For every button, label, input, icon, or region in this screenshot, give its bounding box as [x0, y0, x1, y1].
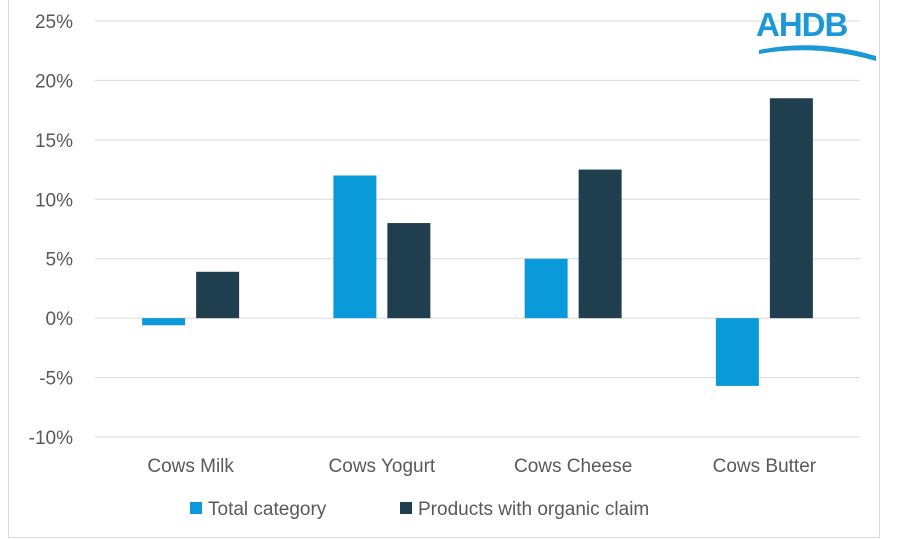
logo-wave-icon	[759, 45, 876, 61]
y-tick-label: 15%	[35, 131, 73, 152]
bars	[142, 98, 813, 386]
y-tick-label: 10%	[35, 190, 73, 211]
bar-total-category	[142, 318, 186, 326]
x-tick-label: Cows Cheese	[514, 456, 632, 477]
logo-text: AHDB	[756, 6, 848, 43]
y-tick-label: 20%	[35, 71, 73, 92]
ahdb-logo: AHDB	[756, 6, 882, 64]
legend: Total category Products with organic clai…	[190, 499, 649, 520]
x-tick-label: Cows Butter	[713, 456, 817, 477]
bar-total-category	[715, 318, 759, 386]
y-tick-label: 5%	[46, 250, 74, 271]
x-axis-tick-labels: Cows Milk Cows Yogurt Cows Cheese Cows Butt…	[147, 456, 816, 477]
bar-organic-claim	[387, 223, 431, 319]
y-tick-label: -5%	[39, 369, 73, 390]
chart-frame	[8, 0, 880, 538]
bar-organic-claim	[769, 98, 813, 319]
x-tick-label: Cows Milk	[147, 456, 234, 477]
y-tick-label: -10%	[29, 428, 73, 449]
bar-organic-claim	[578, 169, 622, 319]
y-axis-tick-labels: -10% -5% 0% 5% 10% 15% 20% 25%	[29, 12, 73, 449]
bar-total-category	[524, 258, 568, 319]
bar-organic-claim	[196, 271, 240, 319]
legend-label: Total category	[208, 499, 327, 520]
legend-label: Products with organic claim	[418, 499, 649, 520]
x-tick-label: Cows Yogurt	[329, 456, 436, 477]
legend-swatch	[190, 502, 202, 514]
y-tick-label: 25%	[35, 12, 73, 33]
y-tick-label: 0%	[46, 309, 74, 330]
bar-total-category	[333, 175, 377, 319]
legend-swatch	[400, 502, 412, 514]
